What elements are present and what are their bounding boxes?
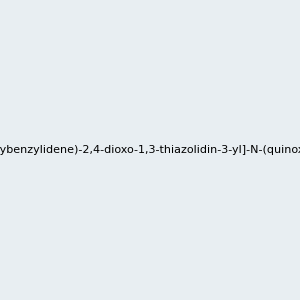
Text: 2-[(5Z)-5-(3-methoxybenzylidene)-2,4-dioxo-1,3-thiazolidin-3-yl]-N-(quinoxalin-6: 2-[(5Z)-5-(3-methoxybenzylidene)-2,4-dio… (0, 145, 300, 155)
